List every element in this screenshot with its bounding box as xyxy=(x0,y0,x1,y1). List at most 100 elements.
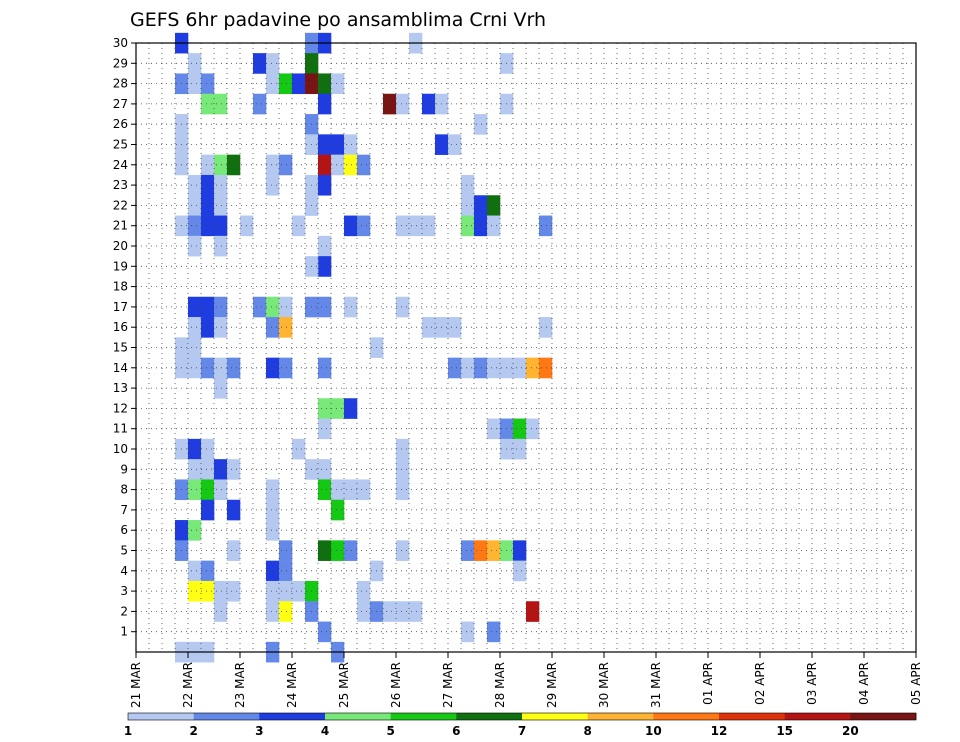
heatmap-cell xyxy=(448,317,462,338)
heatmap-cell xyxy=(188,53,202,74)
heatmap-cell xyxy=(279,580,293,602)
x-axis: 21 MAR 22 MAR 23 MAR 24 MAR 25 MAR 26 MAR 27 M… xyxy=(129,652,923,708)
heatmap-cell xyxy=(448,357,462,379)
colorbar-label: 12 xyxy=(711,724,728,738)
heatmap-cell xyxy=(318,357,332,379)
heatmap-cell xyxy=(266,73,280,95)
heatmap-cell xyxy=(227,580,241,602)
heatmap-cell xyxy=(331,540,345,561)
y-tick-label: 19 xyxy=(113,259,128,273)
heatmap-cell xyxy=(201,215,215,237)
heatmap-cell xyxy=(487,418,501,440)
y-tick-label: 8 xyxy=(120,483,128,497)
y-axis: 1234567891011121314151617181920212223242… xyxy=(113,36,136,639)
heatmap-cell xyxy=(266,317,280,338)
heatmap-cell xyxy=(448,134,462,155)
heatmap-cell xyxy=(331,398,345,419)
y-tick-label: 6 xyxy=(120,523,128,537)
colorbar-swatch xyxy=(128,713,195,720)
y-tick-label: 20 xyxy=(113,239,128,253)
heatmap-cell xyxy=(383,93,397,115)
heatmap-cell xyxy=(318,418,332,440)
colorbar-swatch xyxy=(259,713,326,720)
heatmap-cell xyxy=(331,73,345,95)
heatmap-cell xyxy=(318,174,332,196)
heatmap-cell xyxy=(227,540,241,561)
heatmap-cell xyxy=(396,438,410,460)
heatmap-cell xyxy=(201,560,215,582)
heatmap-cell xyxy=(487,357,501,379)
heatmap-cell xyxy=(422,93,436,115)
heatmap-cell xyxy=(396,601,410,622)
heatmap-cell xyxy=(474,540,488,561)
heatmap-cell xyxy=(487,215,501,237)
heatmap-cell xyxy=(214,154,228,176)
heatmap-cell xyxy=(526,357,540,379)
heatmap-cell xyxy=(357,215,371,237)
x-tick-label: 28 MAR xyxy=(493,662,507,708)
heatmap-cell xyxy=(331,479,345,501)
heatmap-cell xyxy=(292,215,306,237)
heatmap-cell xyxy=(461,174,475,196)
heatmap-cell xyxy=(227,154,241,176)
y-tick-label: 15 xyxy=(113,341,128,355)
heatmap-cell xyxy=(292,73,306,95)
heatmap-cell xyxy=(461,621,475,643)
heatmap-cell xyxy=(526,601,540,622)
heatmap-cell xyxy=(318,296,332,318)
y-tick-label: 3 xyxy=(120,584,128,598)
heatmap-cell xyxy=(214,174,228,196)
heatmap-cell xyxy=(201,438,215,460)
y-tick-label: 2 xyxy=(120,604,128,618)
heatmap-cell xyxy=(201,317,215,338)
heatmap-cell xyxy=(318,93,332,115)
colorbar-label: 5 xyxy=(386,724,394,738)
heatmap-cell xyxy=(188,459,202,480)
heatmap-cell xyxy=(279,601,293,622)
heatmap-cell xyxy=(396,540,410,561)
colorbar-swatch xyxy=(719,713,786,720)
y-tick-label: 7 xyxy=(120,503,128,517)
heatmap-cell xyxy=(383,601,397,622)
heatmap-cell xyxy=(279,296,293,318)
y-tick-label: 24 xyxy=(113,158,128,172)
heatmap-cell xyxy=(188,215,202,237)
heatmap-cell xyxy=(188,337,202,358)
heatmap-cell xyxy=(539,215,553,237)
heatmap-cell xyxy=(461,357,475,379)
heatmap-cell xyxy=(318,154,332,176)
colorbar-swatch xyxy=(653,713,720,720)
heatmap-cell xyxy=(201,93,215,115)
heatmap-cell xyxy=(539,317,553,338)
heatmap-cell xyxy=(201,479,215,501)
x-tick-label: 01 APR xyxy=(701,662,715,705)
heatmap-cell xyxy=(227,357,241,379)
heatmap-cell xyxy=(188,560,202,582)
colorbar-swatch xyxy=(390,713,457,720)
x-tick-label: 27 MAR xyxy=(441,662,455,708)
heatmap-cell xyxy=(266,580,280,602)
heatmap-cell xyxy=(344,540,358,561)
heatmap-cell xyxy=(331,134,345,155)
heatmap-cell xyxy=(214,357,228,379)
colorbar-label: 7 xyxy=(518,724,526,738)
heatmap-cell xyxy=(201,195,215,216)
x-tick-label: 04 APR xyxy=(857,662,871,705)
heatmap-cell xyxy=(227,499,241,521)
heatmap-cell xyxy=(214,93,228,115)
heatmap-cell xyxy=(474,215,488,237)
heatmap-cell xyxy=(201,73,215,95)
heatmap-cell xyxy=(396,215,410,237)
heatmap-cell xyxy=(266,520,280,541)
y-tick-label: 4 xyxy=(120,564,128,578)
heatmap-cell xyxy=(188,296,202,318)
y-tick-label: 21 xyxy=(113,219,128,233)
heatmap-cell xyxy=(188,357,202,379)
heatmap-cell xyxy=(214,479,228,501)
y-tick-label: 22 xyxy=(113,198,128,212)
heatmap-cell xyxy=(344,398,358,419)
heatmap-cell xyxy=(526,418,540,440)
heatmap-cell xyxy=(461,540,475,561)
y-tick-label: 16 xyxy=(113,320,128,334)
heatmap-cell xyxy=(279,154,293,176)
